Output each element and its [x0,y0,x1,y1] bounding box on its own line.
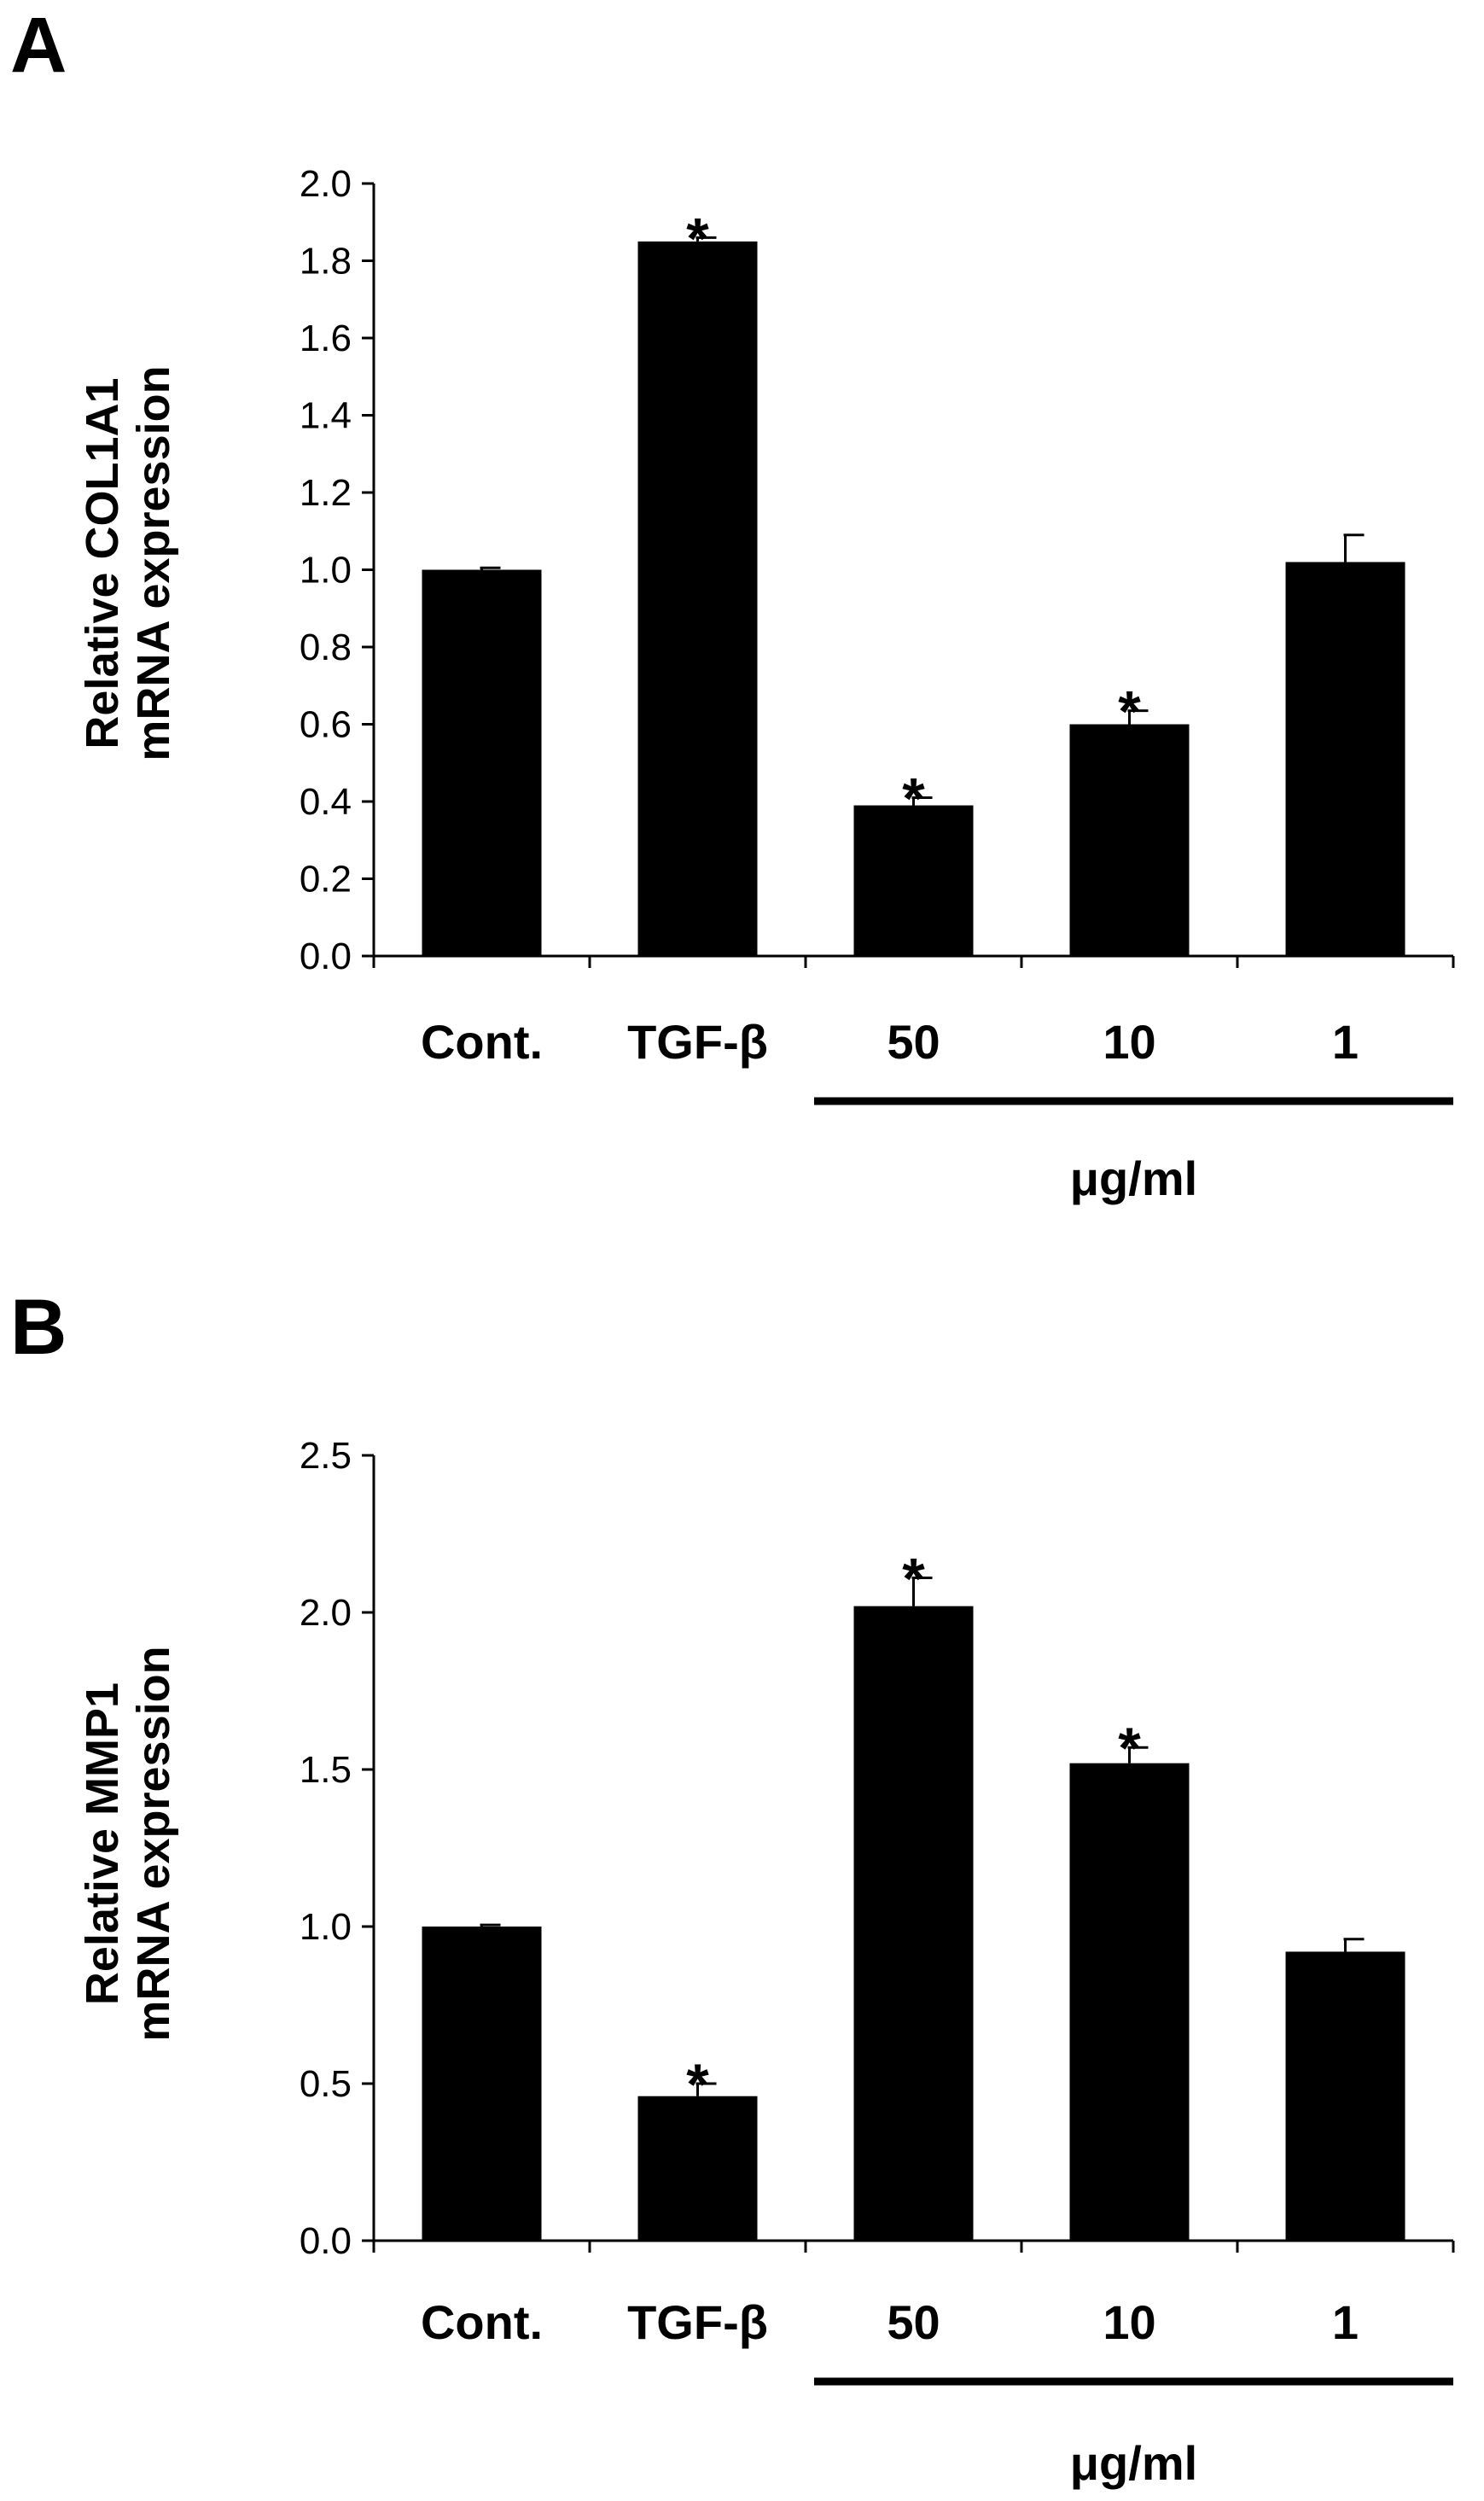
category-label: TGF-β [627,2295,768,2349]
bar [853,1606,974,2241]
bar [637,2096,758,2241]
bar [1285,562,1405,956]
y-tick-label: 2.0 [300,163,352,205]
significance-marker: * [1118,679,1141,744]
y-axis-label-line: Relative COL1A1 [77,377,128,749]
significance-marker: * [902,1547,925,1612]
category-label: 10 [1103,1015,1155,1069]
bar [422,569,542,956]
y-axis-label-line: mRNA expression [128,1646,179,2041]
y-tick-label: 2.0 [300,1592,352,1634]
significance-marker: * [902,766,925,831]
panel-letter: B [10,1284,67,1371]
category-label: Cont. [421,2295,543,2349]
significance-marker: * [686,206,709,271]
y-tick-label: 1.0 [300,550,352,592]
y-axis-label: Relative MMP1mRNA expression [77,1646,179,2041]
significance-marker: * [1118,1716,1141,1781]
y-axis-label-line: mRNA expression [128,365,179,761]
y-tick-label: 0.2 [300,859,352,901]
significance-marker: * [686,2052,709,2117]
y-tick-label: 1.2 [300,472,352,514]
dose-unit-label: μg/ml [1070,2436,1197,2490]
y-tick-label: 1.4 [300,395,352,437]
bar [1069,1763,1190,2241]
y-tick-label: 0.8 [300,627,352,668]
category-label: 50 [887,1015,940,1069]
bar [1069,724,1190,956]
bar [853,805,974,956]
panel-letter: A [10,2,67,89]
panel-b: B Relative MMP1mRNA expression 0.0 0.5 1.0 1.… [10,1284,1455,2490]
y-tick-label: 0.0 [300,2220,352,2262]
y-axis-label: Relative COL1A1mRNA expression [77,365,179,761]
category-label: Cont. [421,1015,543,1069]
category-label: TGF-β [627,1015,768,1069]
y-tick-label: 0.6 [300,704,352,746]
y-tick-label: 1.0 [300,1906,352,1948]
bar [1285,1951,1405,2241]
y-tick-label: 2.5 [300,1435,352,1477]
y-tick-label: 1.6 [300,318,352,359]
y-tick-label: 0.0 [300,936,352,977]
y-tick-label: 0.5 [300,2063,352,2105]
y-axis-label-line: Relative MMP1 [77,1682,128,2005]
y-tick-label: 1.8 [300,241,352,283]
dose-unit-label: μg/ml [1070,1151,1197,1205]
category-label: 1 [1332,1015,1359,1069]
bar [637,241,758,956]
y-tick-label: 0.4 [300,781,352,823]
category-label: 50 [887,2295,940,2349]
category-label: 10 [1103,2295,1155,2349]
category-label: 1 [1332,2295,1359,2349]
y-tick-label: 1.5 [300,1749,352,1791]
bar [422,1927,542,2241]
panel-a: A Relative COL1A1mRNA expression 0.0 0.2 0.4… [10,2,1455,1205]
